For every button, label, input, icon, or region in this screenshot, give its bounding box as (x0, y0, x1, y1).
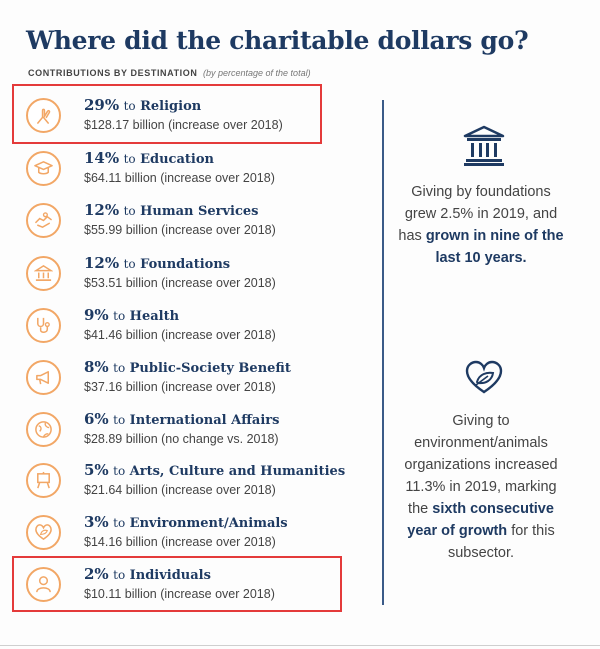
row-detail: $64.11 billion (increase over 2018) (84, 171, 275, 185)
row-heading: 14% to Education (84, 149, 214, 167)
row-detail: $53.51 billion (increase over 2018) (84, 276, 276, 290)
praying-hands-icon (26, 98, 61, 133)
contribution-row: 14% to Education $64.11 billion (increase… (22, 149, 344, 193)
stethoscope-icon (26, 308, 61, 343)
row-detail: $14.16 billion (increase over 2018) (84, 535, 276, 549)
environment-note-bold: sixth consecutive year of growth (407, 501, 554, 539)
environment-note-tail: for this subsector. (447, 523, 555, 561)
row-category: International Affairs (129, 413, 280, 428)
contribution-row: 9% to Health $41.46 billion (increase ove… (22, 306, 344, 350)
row-category: Religion (140, 99, 202, 114)
section-subtitle: CONTRIBUTIONS BY DESTINATION (by percent… (28, 68, 311, 78)
row-category: Foundations (140, 257, 231, 272)
row-connector: to (113, 413, 126, 427)
page-title: Where did the charitable dollars go? (26, 26, 529, 55)
row-percentage: 29% (84, 96, 120, 114)
row-percentage: 9% (84, 306, 109, 324)
row-heading: 29% to Religion (84, 96, 201, 114)
contribution-row: 3% to Environment/Animals $14.16 billion … (22, 513, 344, 557)
row-category: Public-Society Benefit (129, 361, 291, 376)
row-detail: $41.46 billion (increase over 2018) (84, 328, 276, 342)
row-detail: $10.11 billion (increase over 2018) (84, 587, 275, 601)
row-connector: to (113, 464, 126, 478)
heart-leaf-icon (464, 358, 504, 398)
row-detail: $28.89 billion (no change vs. 2018) (84, 432, 279, 446)
bottom-rule (0, 645, 600, 646)
row-percentage: 3% (84, 513, 109, 531)
globe-icon (26, 412, 61, 447)
row-percentage: 8% (84, 358, 109, 376)
heart-leaf-icon (26, 515, 61, 550)
foundations-note: Giving by foundations grew 2.5% in 2019,… (396, 181, 566, 269)
contribution-row: 6% to International Affairs $28.89 billio… (22, 410, 344, 454)
row-percentage: 14% (84, 149, 120, 167)
row-detail: $37.16 billion (increase over 2018) (84, 380, 276, 394)
environment-note: Giving to environment/animals organizati… (396, 410, 566, 564)
row-heading: 12% to Human Services (84, 201, 259, 219)
contribution-row: 12% to Foundations $53.51 billion (increa… (22, 254, 344, 298)
contribution-row: 5% to Arts, Culture and Humanities $21.64… (22, 461, 345, 505)
foundations-note-bold: grown in nine of the last 10 years. (425, 228, 564, 266)
row-heading: 3% to Environment/Animals (84, 513, 288, 531)
easel-icon (26, 463, 61, 498)
row-connector: to (123, 204, 136, 218)
row-connector: to (113, 361, 126, 375)
row-percentage: 2% (84, 565, 109, 583)
row-percentage: 6% (84, 410, 109, 428)
row-detail: $55.99 billion (increase over 2018) (84, 223, 276, 237)
highlight-box-religion (12, 84, 322, 144)
row-category: Human Services (140, 204, 259, 219)
subtitle-note: (by percentage of the total) (203, 68, 311, 78)
row-detail: $21.64 billion (increase over 2018) (84, 483, 276, 497)
building-icon (26, 256, 61, 291)
foundations-note-text: Giving by foundations grew 2.5% in 2019,… (398, 184, 558, 244)
row-category: Education (140, 152, 214, 167)
row-percentage: 5% (84, 461, 109, 479)
row-heading: 2% to Individuals (84, 565, 211, 583)
vertical-divider (382, 100, 384, 605)
row-heading: 9% to Health (84, 306, 179, 324)
row-heading: 5% to Arts, Culture and Humanities (84, 461, 345, 479)
contribution-row: 8% to Public-Society Benefit $37.16 billi… (22, 358, 344, 402)
row-connector: to (123, 152, 136, 166)
megaphone-icon (26, 360, 61, 395)
row-percentage: 12% (84, 254, 120, 272)
row-percentage: 12% (84, 201, 120, 219)
row-connector: to (123, 99, 136, 113)
row-heading: 8% to Public-Society Benefit (84, 358, 291, 376)
row-category: Arts, Culture and Humanities (129, 464, 346, 479)
graduation-cap-icon (26, 151, 61, 186)
row-category: Individuals (129, 568, 211, 583)
row-connector: to (113, 516, 126, 530)
person-icon (26, 567, 61, 602)
bank-building-icon (462, 124, 506, 168)
row-heading: 6% to International Affairs (84, 410, 279, 428)
contribution-row: 12% to Human Services $55.99 billion (inc… (22, 201, 344, 245)
subtitle-main: CONTRIBUTIONS BY DESTINATION (28, 68, 198, 78)
row-connector: to (113, 309, 126, 323)
row-connector: to (123, 257, 136, 271)
highlight-box-individuals (12, 556, 342, 612)
environment-note-text: Giving to environment/animals organizati… (404, 413, 558, 517)
row-detail: $128.17 billion (increase over 2018) (84, 118, 283, 132)
row-connector: to (113, 568, 126, 582)
row-category: Environment/Animals (129, 516, 288, 531)
helping-hands-icon (26, 203, 61, 238)
row-category: Health (129, 309, 180, 324)
row-heading: 12% to Foundations (84, 254, 230, 272)
contribution-row: 2% to Individuals $10.11 billion (increas… (22, 565, 344, 609)
contribution-row: 29% to Religion $128.17 billion (increase… (22, 96, 344, 140)
